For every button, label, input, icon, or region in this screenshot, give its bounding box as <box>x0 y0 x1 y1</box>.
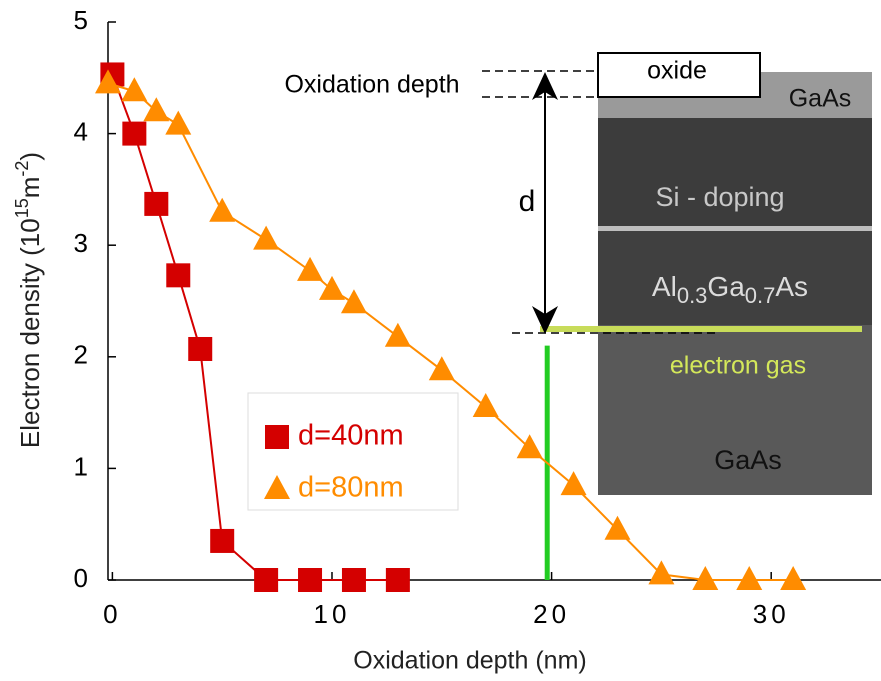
series-line <box>111 74 398 581</box>
oxide-box <box>597 52 761 98</box>
x-tick-label: 20 <box>533 599 570 629</box>
annotation-part: Al <box>652 271 677 302</box>
marker <box>385 568 410 592</box>
y-label-part: ) <box>15 152 45 161</box>
y-tick-label: 1 <box>74 451 88 481</box>
marker <box>692 566 719 590</box>
y-label-part: m <box>15 177 45 199</box>
marker <box>144 191 169 216</box>
annotation-part: As <box>775 271 808 302</box>
marker <box>265 425 289 449</box>
layer-diagram: Oxidation depth d oxide GaAs Si - doping… <box>284 52 872 495</box>
annotation-part: 0.7 <box>745 283 776 308</box>
x-tick-label: 30 <box>753 599 790 629</box>
marker <box>121 77 148 102</box>
marker <box>253 225 280 250</box>
marker <box>384 322 411 347</box>
x-axis-label: Oxidation depth (nm) <box>353 647 586 675</box>
marker <box>472 393 499 418</box>
marker <box>143 97 170 122</box>
annotation: oxide <box>647 57 707 85</box>
marker <box>516 434 543 459</box>
marker <box>166 263 191 288</box>
arrow-head <box>532 72 558 100</box>
y-label-part: Electron density (10 <box>15 218 45 448</box>
annotation: GaAs <box>789 85 852 113</box>
marker <box>318 275 345 300</box>
arrow-head <box>532 306 558 334</box>
marker <box>264 475 290 499</box>
annotation: Oxidation depth <box>284 71 459 99</box>
y-label-part: 15 <box>12 198 32 218</box>
algaas-layer <box>598 231 872 325</box>
marker <box>736 566 763 590</box>
gaas-substrate <box>598 325 872 495</box>
marker <box>560 471 587 496</box>
marker <box>298 568 323 592</box>
marker <box>341 568 366 592</box>
legend-label: d=40nm <box>298 420 404 452</box>
marker <box>604 515 631 540</box>
marker <box>210 528 235 553</box>
marker <box>254 568 279 592</box>
marker <box>209 197 236 222</box>
y-tick-label: 3 <box>74 228 88 258</box>
marker <box>780 566 807 590</box>
marker <box>188 336 213 361</box>
y-tick-label: 4 <box>74 116 88 146</box>
y-label-part: -2 <box>12 161 32 177</box>
marker <box>297 256 324 281</box>
annotation: Si - doping <box>655 182 784 212</box>
x-tick-label: 10 <box>314 599 351 629</box>
y-axis-label: Electron density (1015m-2) <box>12 152 45 448</box>
legend: d=40nm d=80nm <box>247 392 459 511</box>
annotation-part: Ga <box>707 271 745 302</box>
marker <box>95 69 121 94</box>
annotation-part: 0.3 <box>677 283 708 308</box>
legend-label: d=80nm <box>298 472 404 504</box>
marker <box>428 356 455 381</box>
y-tick-label: 2 <box>74 340 88 370</box>
delta-doping-line <box>598 226 872 231</box>
marker <box>648 560 675 585</box>
marker <box>122 121 147 146</box>
annotation: GaAs <box>714 445 782 475</box>
annotation: d <box>519 185 536 218</box>
marker <box>165 110 192 135</box>
y-tick-label: 5 <box>74 5 88 35</box>
y-tick-label: 0 <box>74 563 88 593</box>
x-tick-label: 0 <box>103 599 121 629</box>
annotation: electron gas <box>670 352 806 380</box>
si-doping-layer <box>598 118 872 226</box>
annotation: Al0.3Ga0.7As <box>652 271 808 307</box>
marker <box>340 289 367 314</box>
